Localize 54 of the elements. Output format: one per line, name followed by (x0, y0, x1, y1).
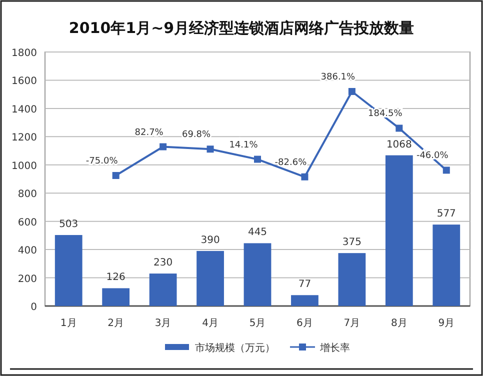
y-tick-label: 1400 (12, 104, 37, 116)
bar (196, 250, 224, 306)
x-tick-label: 3月 (154, 318, 172, 329)
data-label: 445 (248, 227, 268, 238)
data-label: -75.0% (86, 156, 118, 166)
legend-label: 增长率 (319, 342, 350, 354)
y-tick-label: 1600 (12, 76, 37, 88)
point (160, 143, 167, 150)
y-tick-label: 400 (18, 246, 37, 257)
data-label: 1068 (386, 139, 412, 150)
y-tick-label: 1800 (12, 48, 37, 59)
x-tick-label: 9月 (438, 318, 455, 329)
x-tick-label: 7月 (344, 318, 360, 329)
bar (385, 155, 413, 306)
y-tick-label: 1200 (12, 132, 37, 144)
point (396, 124, 403, 132)
data-label: 69.8% (182, 130, 212, 140)
x-tick-label: 8月 (390, 318, 408, 329)
legend-label: 市场规模（万元） (195, 342, 275, 354)
bar (244, 243, 272, 306)
data-label: 386.1% (320, 72, 356, 82)
data-label: 230 (154, 258, 173, 269)
point (112, 172, 120, 179)
x-tick-label: 5月 (249, 318, 266, 329)
x-tick-label: 6月 (296, 318, 313, 329)
x-tick-label: 2月 (108, 318, 124, 329)
y-tick-label: 800 (18, 189, 37, 200)
bar (432, 224, 460, 306)
data-label: 82.7% (134, 128, 164, 138)
y-tick-label: 200 (18, 274, 37, 285)
data-label: -82.6% (274, 158, 308, 168)
data-label: 577 (436, 208, 456, 220)
bar (54, 235, 82, 306)
data-label: 375 (342, 237, 362, 248)
data-label: 390 (200, 234, 220, 246)
bar (149, 274, 177, 306)
x-tick-label: 4月 (202, 318, 218, 329)
data-label: 77 (298, 279, 312, 290)
y-tick-label: 1000 (12, 160, 37, 172)
point (301, 173, 308, 180)
data-label: 14.1% (229, 140, 258, 150)
point (206, 146, 214, 153)
y-tick-label: 0 (30, 302, 37, 313)
point (348, 88, 356, 95)
data-label: 126 (106, 272, 126, 284)
bar (102, 288, 130, 306)
data-label: 503 (59, 219, 78, 230)
y-tick-label: 600 (18, 217, 37, 228)
point (254, 156, 261, 163)
bar (338, 253, 366, 306)
x-tick-label: 1月 (60, 318, 77, 329)
bar (291, 295, 318, 306)
chart-title: 2010年1月~9月经济型连锁酒店网络广告投放数量 (68, 19, 414, 37)
point (442, 166, 450, 174)
